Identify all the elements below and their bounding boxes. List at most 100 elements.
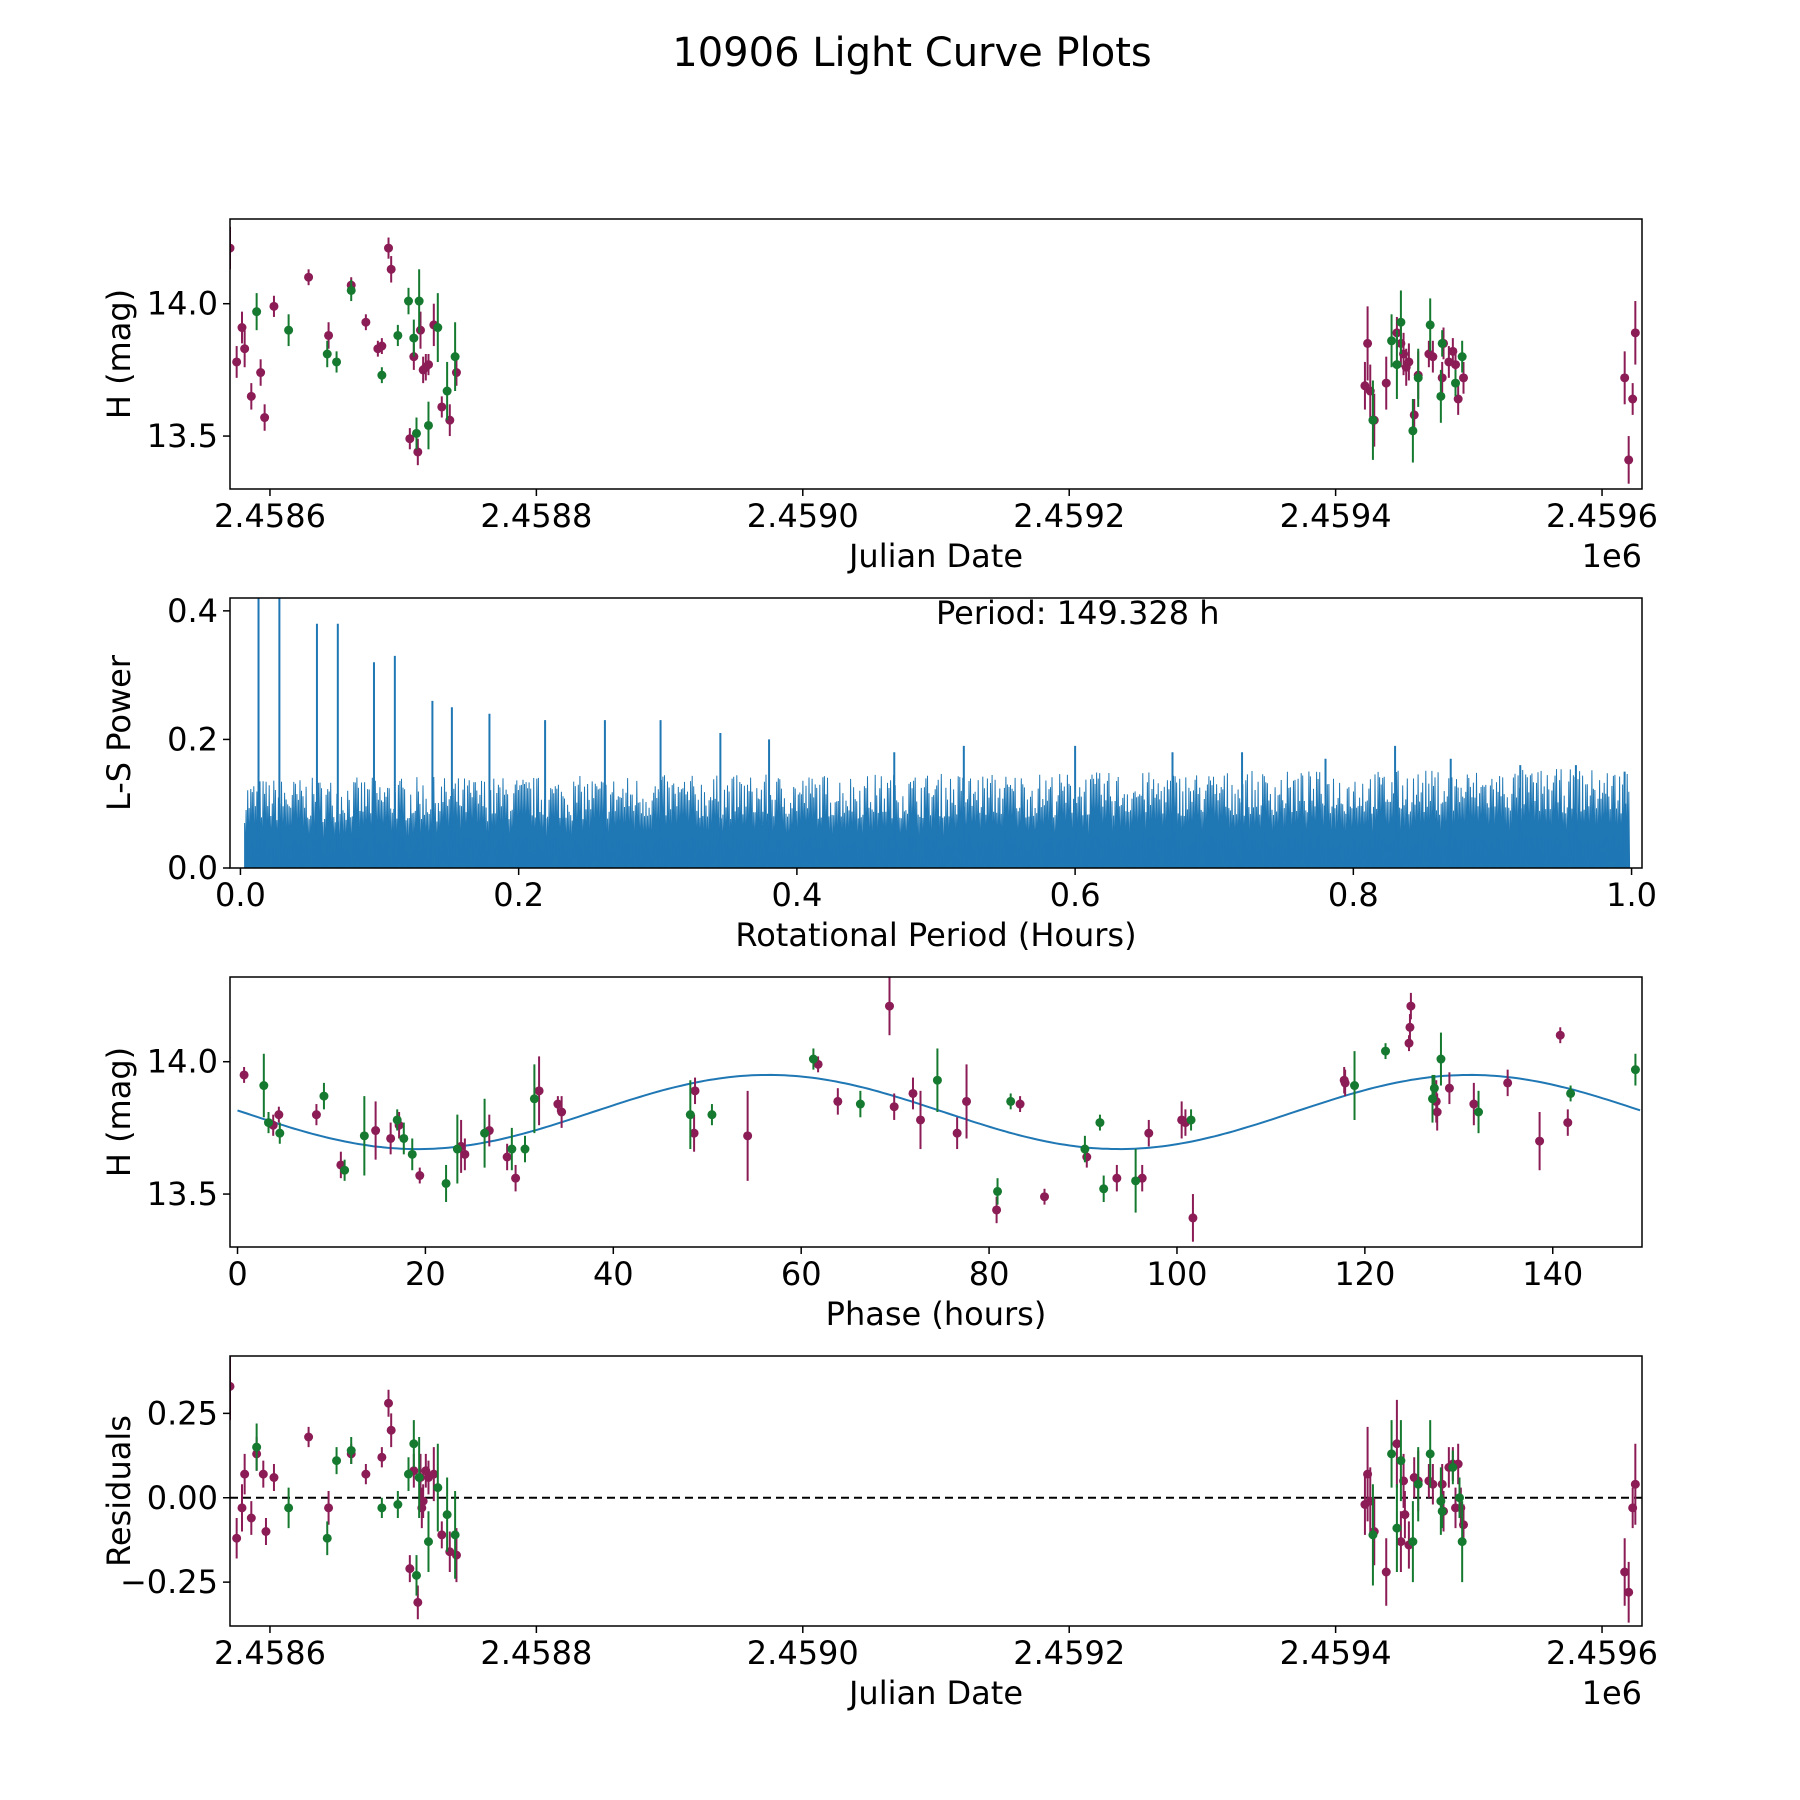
series-green xyxy=(252,269,1467,463)
data-point xyxy=(1400,1510,1410,1520)
plot-area-raw xyxy=(230,226,1640,484)
data-point xyxy=(1566,1088,1576,1098)
data-point xyxy=(269,301,279,311)
x-tick-label: 0 xyxy=(227,1255,247,1293)
data-point xyxy=(264,1118,274,1128)
y-axis-label: Residuals xyxy=(100,1415,138,1567)
data-point xyxy=(529,1094,539,1104)
x-tick-label: 2.4592 xyxy=(1013,497,1125,535)
x-axis-label: Julian Date xyxy=(847,537,1023,575)
data-point xyxy=(553,1099,563,1109)
x-tick-label: 0.2 xyxy=(493,876,544,914)
data-point xyxy=(399,1133,409,1143)
data-point xyxy=(1405,1022,1415,1032)
data-point xyxy=(952,1128,962,1138)
data-point xyxy=(1437,338,1447,348)
data-point xyxy=(392,1115,402,1125)
data-point xyxy=(743,1131,753,1141)
x-tick-label: 2.4592 xyxy=(1013,1634,1125,1672)
data-point xyxy=(1620,373,1630,383)
axes-frame xyxy=(229,1355,1643,1627)
x-tick-label: 2.4596 xyxy=(1546,497,1658,535)
data-point xyxy=(1144,1128,1154,1138)
data-point xyxy=(1396,1537,1406,1547)
data-point xyxy=(346,285,356,295)
data-point xyxy=(423,360,433,370)
model-curve xyxy=(237,1073,1641,1151)
data-point xyxy=(1474,1107,1484,1117)
data-point xyxy=(411,1570,421,1580)
data-point xyxy=(413,1597,423,1607)
data-point xyxy=(429,1469,439,1479)
data-point xyxy=(507,1144,517,1154)
data-point xyxy=(433,323,443,333)
data-point xyxy=(1095,1118,1105,1128)
data-point xyxy=(1624,455,1634,465)
data-point xyxy=(992,1205,1002,1215)
data-point xyxy=(1040,1192,1050,1202)
data-point xyxy=(1428,352,1438,362)
data-point xyxy=(386,1133,396,1143)
data-point xyxy=(884,1001,894,1011)
data-point xyxy=(232,1533,242,1543)
data-point xyxy=(239,1070,249,1080)
data-point xyxy=(1404,1038,1414,1048)
data-point xyxy=(359,1131,369,1141)
data-point xyxy=(437,1530,447,1540)
data-point xyxy=(1368,1530,1378,1540)
data-point xyxy=(384,1398,394,1408)
data-point xyxy=(450,1530,460,1540)
data-point xyxy=(232,357,242,367)
data-point xyxy=(451,368,461,378)
y-tick-label: 0.0 xyxy=(167,849,218,887)
panel-raw: 2.4586 2.4588 2.4590 2.4592 2.4594 2.4596 13.5… xyxy=(100,218,1658,575)
data-point xyxy=(361,317,371,327)
y-axis-label: H (mag) xyxy=(100,289,138,419)
data-point xyxy=(511,1173,521,1183)
x-tick-label: 60 xyxy=(781,1255,822,1293)
data-point xyxy=(1437,373,1447,383)
data-point xyxy=(377,1452,387,1462)
data-point xyxy=(1620,1567,1630,1577)
data-point xyxy=(324,330,334,340)
x-tick-label: 40 xyxy=(593,1255,634,1293)
data-point xyxy=(1015,1099,1025,1109)
data-point xyxy=(1381,378,1391,388)
data-point xyxy=(450,352,460,362)
data-point xyxy=(1413,373,1423,383)
data-point xyxy=(260,413,270,423)
data-point xyxy=(442,386,452,396)
y-axis-label: H (mag) xyxy=(100,1047,138,1177)
x-tick-label: 100 xyxy=(1146,1255,1207,1293)
data-point xyxy=(1099,1184,1109,1194)
plot-area-periodogram xyxy=(244,598,1631,868)
data-point xyxy=(393,330,403,340)
data-point xyxy=(433,1483,443,1493)
y-tick-label: 0.25 xyxy=(147,1394,218,1432)
data-point xyxy=(689,1128,699,1138)
axes-frame xyxy=(229,976,1643,1248)
data-point xyxy=(252,307,262,317)
data-point xyxy=(460,1149,470,1159)
data-point xyxy=(855,1099,865,1109)
data-point xyxy=(332,1456,342,1466)
data-point xyxy=(442,1510,452,1520)
x-tick-label: 2.4588 xyxy=(480,1634,592,1672)
x-tick-label: 2.4596 xyxy=(1546,1634,1658,1672)
data-point xyxy=(415,325,425,335)
data-point xyxy=(415,1171,425,1181)
data-point xyxy=(377,341,387,351)
y-tick-label: 13.5 xyxy=(147,1175,218,1213)
x-tick-label: 2.4588 xyxy=(480,497,592,535)
y-axis-label: L-S Power xyxy=(100,654,138,811)
data-point xyxy=(685,1110,695,1120)
data-point xyxy=(311,1110,321,1120)
data-point xyxy=(1396,1456,1406,1466)
x-tick-label: 20 xyxy=(405,1255,446,1293)
data-point xyxy=(423,420,433,430)
data-point xyxy=(1563,1118,1573,1128)
data-point xyxy=(423,1537,433,1547)
data-point xyxy=(1404,357,1414,367)
data-point xyxy=(1080,1144,1090,1154)
